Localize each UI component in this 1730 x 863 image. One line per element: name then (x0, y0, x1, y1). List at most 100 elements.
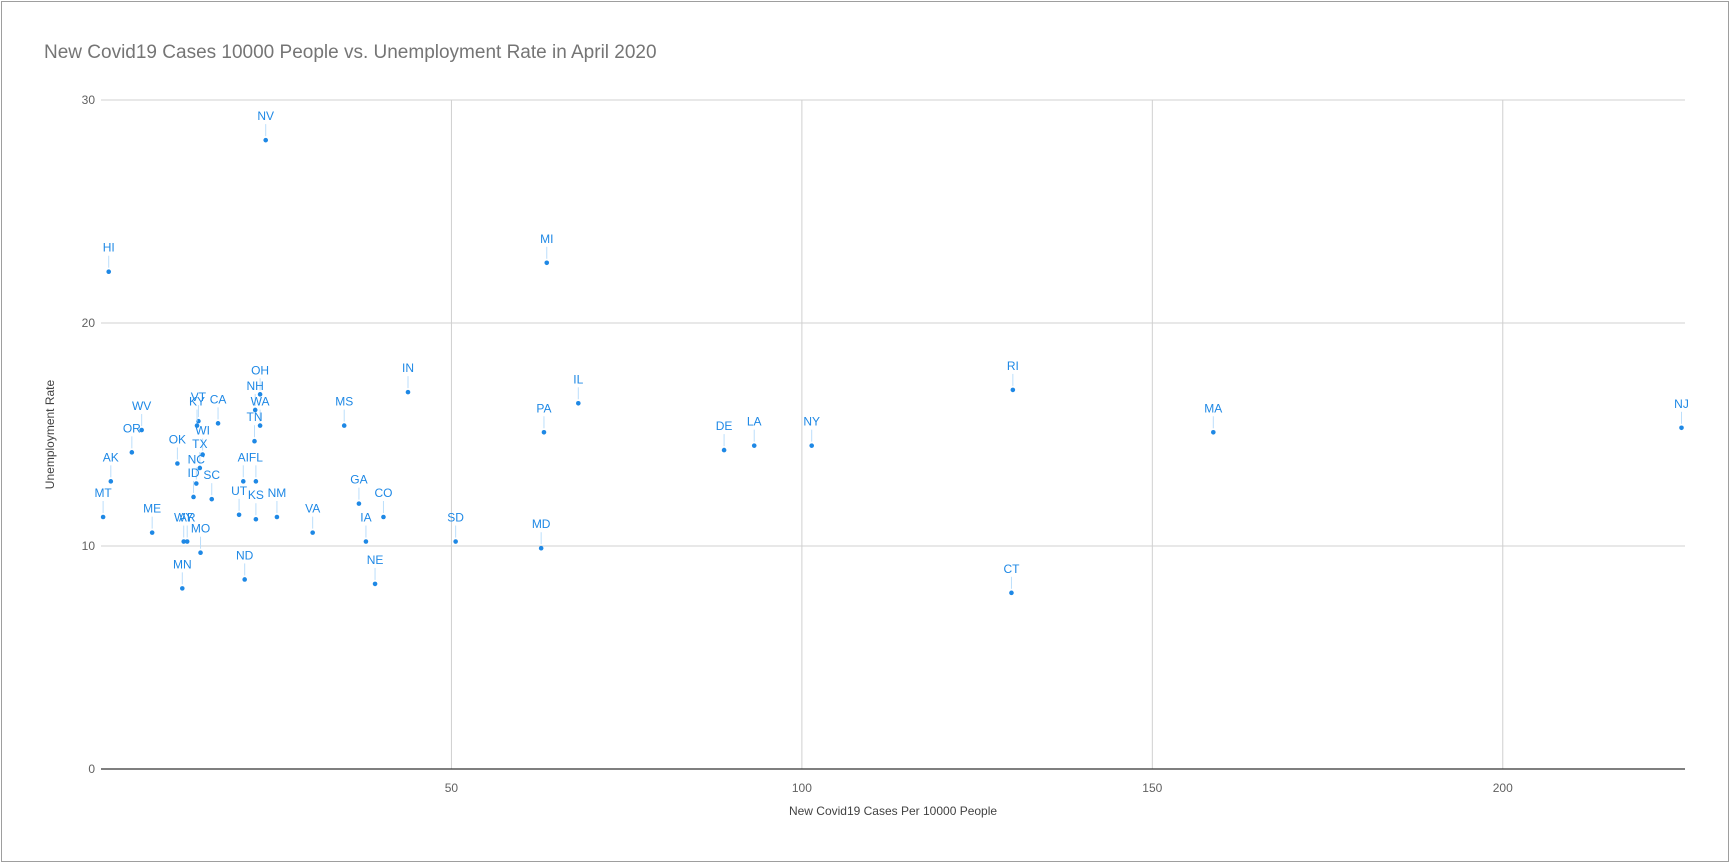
point-label: AK (103, 450, 119, 464)
x-tick-label: 200 (1493, 781, 1513, 795)
point-label: MN (173, 557, 192, 571)
point-label: DE (716, 419, 733, 433)
point-label: CO (374, 486, 392, 500)
point-label: MT (94, 486, 112, 500)
data-point-wy: WY (174, 511, 193, 544)
point-label: MI (540, 232, 553, 246)
data-point-ai: AI (238, 450, 249, 484)
point-marker (149, 530, 155, 535)
data-point-nh: NH (247, 379, 264, 413)
point-marker (252, 407, 258, 413)
point-label: ID (188, 466, 200, 480)
point-label: WA (251, 395, 270, 409)
point-marker (194, 481, 199, 486)
point-label: AI (238, 450, 249, 464)
data-point-nc: NC (188, 453, 206, 486)
point-label: WV (132, 399, 151, 413)
data-point-la: LA (747, 415, 762, 448)
point-marker (363, 539, 369, 544)
y-gridlines (101, 99, 1685, 547)
point-label: WY (174, 511, 193, 525)
point-label: NJ (1674, 397, 1689, 411)
point-marker (191, 494, 196, 500)
point-marker (1211, 429, 1216, 435)
point-label: SC (203, 468, 220, 482)
data-point-wa: WA (251, 395, 270, 428)
x-tick-labels: 50 100 150 200 (445, 781, 1513, 795)
data-point-pa: PA (536, 401, 552, 435)
point-label: CT (1003, 562, 1020, 576)
data-point-sc: SC (203, 468, 220, 502)
point-marker (274, 514, 280, 520)
point-marker (200, 452, 205, 457)
data-point-wi: WI (195, 424, 210, 457)
data-point-ma: MA (1204, 401, 1222, 435)
point-marker (1679, 425, 1684, 431)
point-marker (181, 539, 187, 544)
point-marker (576, 400, 581, 406)
data-point-in: IN (402, 361, 414, 395)
point-label: HI (103, 241, 115, 255)
data-point-nj: NJ (1674, 397, 1689, 431)
point-label: NM (268, 486, 287, 500)
point-marker (405, 389, 411, 395)
chart-title: New Covid19 Cases 10000 People vs. Unemp… (44, 42, 657, 63)
point-marker (180, 586, 185, 591)
point-marker (381, 514, 386, 520)
x-axis-title: New Covid19 Cases Per 10000 People (789, 804, 997, 818)
data-point-id: ID (188, 466, 200, 500)
point-marker (257, 392, 263, 397)
point-label: UT (231, 484, 248, 498)
point-marker (184, 539, 190, 544)
point-marker (198, 550, 203, 555)
point-label: OH (251, 363, 269, 377)
data-point-fl: FL (249, 450, 263, 484)
data-point-nd: ND (236, 548, 254, 582)
point-label: IL (573, 372, 583, 386)
point-label: VT (191, 390, 207, 404)
y-tick-labels: 0 10 20 30 (82, 93, 96, 776)
data-point-mo: MO (191, 522, 210, 555)
data-point-wv: WV (132, 399, 151, 433)
point-marker (453, 539, 458, 544)
point-marker (108, 479, 114, 484)
point-label: GA (350, 473, 367, 487)
data-point-mt: MT (94, 486, 112, 520)
x-tick-label: 100 (792, 781, 812, 795)
data-point-mn: MN (173, 557, 192, 591)
data-point-oh: OH (251, 363, 269, 397)
point-marker (1009, 590, 1014, 596)
point-label: NV (257, 109, 274, 123)
data-point-ct: CT (1003, 562, 1020, 596)
point-label: NE (367, 553, 384, 567)
data-point-va: VA (305, 502, 320, 535)
data-point-ne: NE (367, 553, 384, 587)
point-marker (252, 438, 257, 444)
data-point-ri: RI (1007, 359, 1019, 393)
point-label: TN (246, 410, 262, 424)
point-marker (257, 423, 263, 428)
point-label: VA (305, 502, 320, 516)
point-marker (541, 429, 547, 435)
data-point-or: OR (123, 421, 141, 455)
data-point-mi: MI (540, 232, 553, 266)
point-label: NC (188, 453, 206, 467)
point-label: OR (123, 421, 141, 435)
point-label: MO (191, 522, 210, 536)
point-marker (175, 461, 180, 466)
point-marker (197, 465, 203, 471)
point-marker (129, 450, 135, 455)
point-marker (100, 514, 106, 520)
point-label: OK (169, 432, 186, 446)
point-marker (253, 479, 259, 484)
point-label: MS (335, 395, 353, 409)
point-label: AR (179, 511, 196, 525)
y-tick-label: 20 (82, 316, 96, 330)
point-marker (1010, 387, 1016, 393)
point-marker (240, 479, 246, 484)
data-point-ga: GA (350, 473, 368, 506)
point-label: WI (195, 424, 210, 438)
y-tick-label: 30 (82, 93, 96, 107)
data-point-tx: TX (192, 437, 207, 471)
